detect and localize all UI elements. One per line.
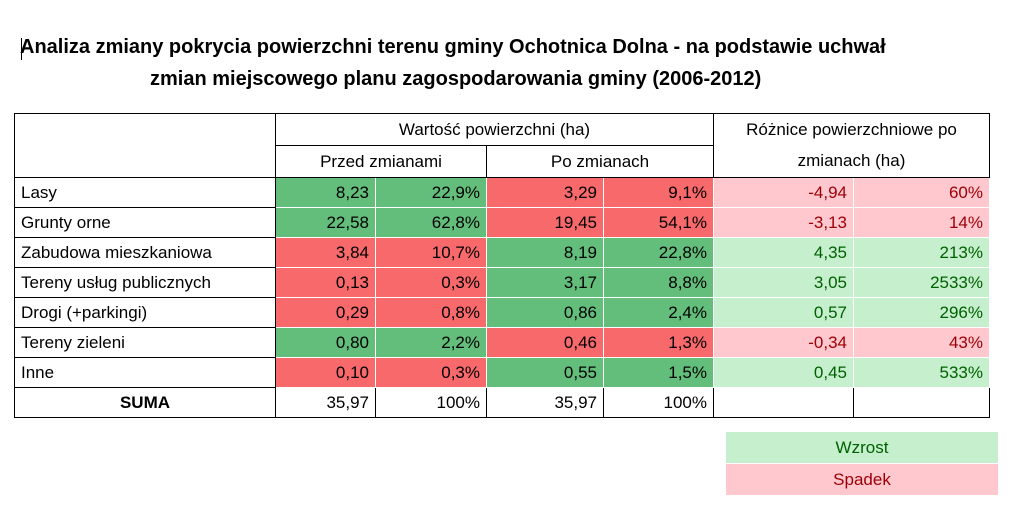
header-value-group: Wartość powierzchni (ha) xyxy=(275,113,714,146)
before-ha: 0,29 xyxy=(275,297,376,328)
diff-ha: 4,35 xyxy=(713,237,854,268)
before-pct: 62,8% xyxy=(375,207,487,238)
legend-decrease: Spadek xyxy=(726,464,998,495)
diff-ha: 0,57 xyxy=(713,297,854,328)
before-ha: 8,23 xyxy=(275,177,376,208)
before-pct: 0,3% xyxy=(375,267,487,298)
diff-pct: 2533% xyxy=(853,267,990,298)
row-label: Grunty orne xyxy=(14,207,276,238)
before-ha: 22,58 xyxy=(275,207,376,238)
diff-ha: 0,45 xyxy=(713,357,854,388)
title-line-1: Analiza zmiany pokrycia powierzchni tere… xyxy=(20,36,886,58)
before-ha: 0,80 xyxy=(275,327,376,358)
sum-diff-ha xyxy=(713,387,854,418)
diff-ha: -0,34 xyxy=(713,327,854,358)
table-row: Tereny usług publicznych 0,13 0,3% 3,17 8,8%… xyxy=(14,267,990,298)
sum-label: SUMA xyxy=(14,387,276,418)
header-diff-line2: zmianach (ha) xyxy=(713,145,990,178)
table-row: Drogi (+parkingi) 0,29 0,8% 0,86 2,4% 0,57 296… xyxy=(14,297,990,328)
after-ha: 0,55 xyxy=(486,357,604,388)
diff-pct: 60% xyxy=(853,177,990,208)
row-label: Tereny zieleni xyxy=(14,327,276,358)
diff-pct: 43% xyxy=(853,327,990,358)
table-row: Lasy 8,23 22,9% 3,29 9,1% -4,94 60% xyxy=(14,177,990,208)
row-label: Inne xyxy=(14,357,276,388)
sum-before-pct: 100% xyxy=(375,387,487,418)
table-row: Tereny zieleni 0,80 2,2% 0,46 1,3% -0,34 43% xyxy=(14,327,990,358)
before-ha: 3,84 xyxy=(275,237,376,268)
after-pct: 54,1% xyxy=(603,207,714,238)
data-table: Wartość powierzchni (ha) Różnice powierz… xyxy=(14,113,990,418)
after-ha: 3,17 xyxy=(486,267,604,298)
row-label: Tereny usług publicznych xyxy=(14,267,276,298)
row-label: Zabudowa mieszkaniowa xyxy=(14,237,276,268)
row-label: Lasy xyxy=(14,177,276,208)
diff-ha: -4,94 xyxy=(713,177,854,208)
sum-diff-pct xyxy=(853,387,990,418)
after-pct: 2,4% xyxy=(603,297,714,328)
table-row: Zabudowa mieszkaniowa 3,84 10,7% 8,19 22,8% 4… xyxy=(14,237,990,268)
header-blank xyxy=(14,113,276,178)
sum-before-ha: 35,97 xyxy=(275,387,376,418)
before-pct: 0,8% xyxy=(375,297,487,328)
title-line-2: zmian miejscowego planu zagospodarowania… xyxy=(150,68,762,90)
after-ha: 3,29 xyxy=(486,177,604,208)
before-pct: 2,2% xyxy=(375,327,487,358)
header-after: Po zmianach xyxy=(486,145,714,178)
header-diff-line1: Różnice powierzchniowe po xyxy=(713,113,990,146)
before-ha: 0,13 xyxy=(275,267,376,298)
after-pct: 1,5% xyxy=(603,357,714,388)
before-ha: 0,10 xyxy=(275,357,376,388)
after-ha: 8,19 xyxy=(486,237,604,268)
after-pct: 22,8% xyxy=(603,237,714,268)
diff-pct: 213% xyxy=(853,237,990,268)
after-ha: 0,86 xyxy=(486,297,604,328)
before-pct: 10,7% xyxy=(375,237,487,268)
after-pct: 8,8% xyxy=(603,267,714,298)
legend-increase: Wzrost xyxy=(726,432,998,463)
sum-row: SUMA 35,97 100% 35,97 100% xyxy=(14,387,990,418)
after-ha: 0,46 xyxy=(486,327,604,358)
after-pct: 9,1% xyxy=(603,177,714,208)
sum-after-pct: 100% xyxy=(603,387,714,418)
row-label: Drogi (+parkingi) xyxy=(14,297,276,328)
diff-ha: -3,13 xyxy=(713,207,854,238)
before-pct: 22,9% xyxy=(375,177,487,208)
diff-ha: 3,05 xyxy=(713,267,854,298)
table-row: Grunty orne 22,58 62,8% 19,45 54,1% -3,13 14% xyxy=(14,207,990,238)
sum-after-ha: 35,97 xyxy=(486,387,604,418)
before-pct: 0,3% xyxy=(375,357,487,388)
diff-pct: 533% xyxy=(853,357,990,388)
diff-pct: 14% xyxy=(853,207,990,238)
table-row: Inne 0,10 0,3% 0,55 1,5% 0,45 533% xyxy=(14,357,990,388)
text-cursor xyxy=(21,38,22,60)
diff-pct: 296% xyxy=(853,297,990,328)
after-ha: 19,45 xyxy=(486,207,604,238)
after-pct: 1,3% xyxy=(603,327,714,358)
header-before: Przed zmianami xyxy=(275,145,487,178)
